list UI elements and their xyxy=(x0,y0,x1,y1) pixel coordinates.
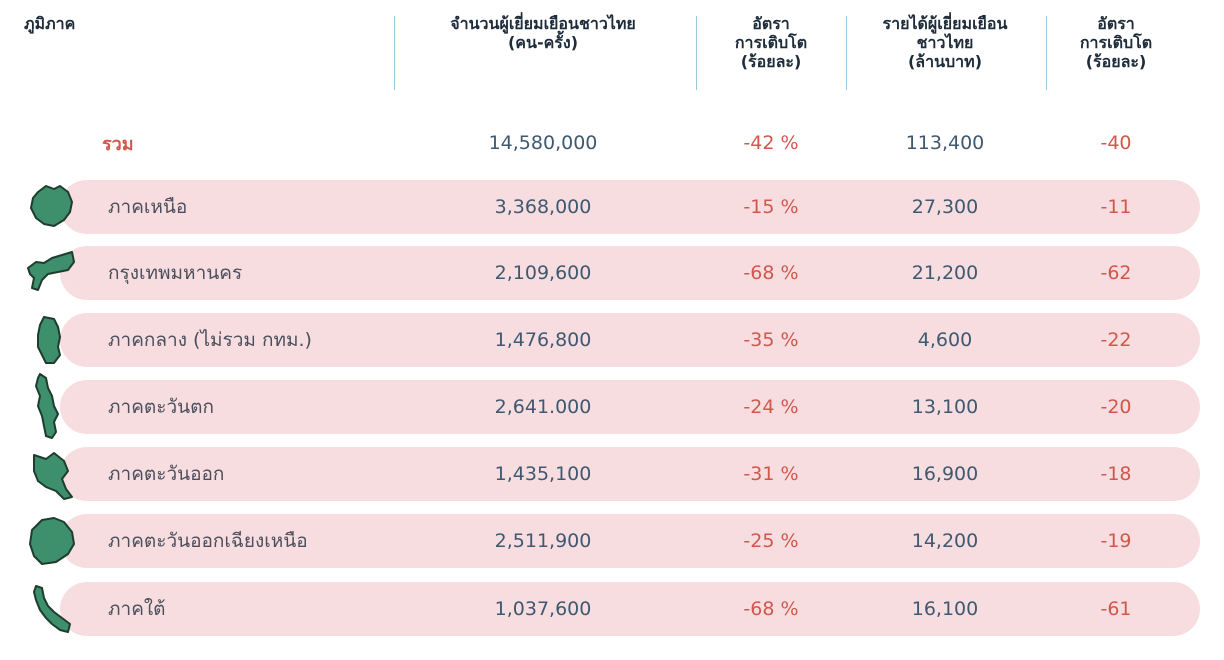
east-region-map-icon xyxy=(24,447,78,501)
column-divider xyxy=(1046,16,1047,90)
region-visitor-growth: -15 % xyxy=(743,196,799,218)
region-visitors: 1,037,600 xyxy=(494,598,592,620)
revenue-growth-column-header: อัตรา การเติบโต (ร้อยละ) xyxy=(1079,14,1153,71)
column-divider xyxy=(394,16,395,90)
region-revenue: 27,300 xyxy=(911,196,979,218)
revenue-column-header: รายได้ผู้เยี่ยมเยือน ชาวไทย (ล้านบาท) xyxy=(882,14,1008,71)
total-label: รวม xyxy=(102,133,134,155)
region-revenue-growth: -11 xyxy=(1100,196,1132,218)
region-revenue: 16,100 xyxy=(911,598,979,620)
north-region-map-icon xyxy=(24,180,78,234)
table-row: ภาคใต้ 1,037,600 -68 % 16,100 -61 xyxy=(60,582,1200,636)
region-visitors: 2,109,600 xyxy=(494,262,592,284)
region-revenue: 16,900 xyxy=(911,463,979,485)
visitor-growth-column-header: อัตรา การเติบโต (ร้อยละ) xyxy=(734,14,808,71)
region-name: ภาคกลาง (ไม่รวม กทม.) xyxy=(108,329,312,351)
table-header: ภูมิภาค จำนวนผู้เยี่ยมเยือนชาวไทย (คน-คร… xyxy=(0,0,1224,100)
region-name: ภาคตะวันออกเฉียงเหนือ xyxy=(108,530,308,552)
region-visitor-growth: -35 % xyxy=(743,329,799,351)
bangkok-map-icon xyxy=(24,246,78,300)
region-visitor-growth: -68 % xyxy=(743,598,799,620)
column-divider xyxy=(846,16,847,90)
region-revenue: 4,600 xyxy=(917,329,973,351)
region-name: กรุงเทพมหานคร xyxy=(108,262,243,284)
region-visitor-growth: -25 % xyxy=(743,530,799,552)
central-region-map-icon xyxy=(24,313,78,367)
region-revenue-growth: -62 xyxy=(1100,262,1132,284)
table-row: ภาคเหนือ 3,368,000 -15 % 27,300 -11 xyxy=(60,180,1200,234)
region-column-header: ภูมิภาค xyxy=(24,14,76,33)
region-revenue: 14,200 xyxy=(911,530,979,552)
region-visitor-growth: -24 % xyxy=(743,396,799,418)
total-visitors: 14,580,000 xyxy=(488,132,598,154)
northeast-region-map-icon xyxy=(24,514,78,568)
region-name: ภาคใต้ xyxy=(108,598,166,620)
table-row: ภาคตะวันตก 2,641.000 -24 % 13,100 -20 xyxy=(60,380,1200,434)
region-revenue: 13,100 xyxy=(911,396,979,418)
table-row: ภาคตะวันออก 1,435,100 -31 % 16,900 -18 xyxy=(60,447,1200,501)
region-revenue-growth: -22 xyxy=(1100,329,1132,351)
south-region-map-icon xyxy=(24,582,78,636)
region-visitors: 3,368,000 xyxy=(494,196,592,218)
west-region-map-icon xyxy=(24,372,78,442)
table-row: กรุงเทพมหานคร 2,109,600 -68 % 21,200 -62 xyxy=(60,246,1200,300)
region-revenue-growth: -20 xyxy=(1100,396,1132,418)
region-revenue: 21,200 xyxy=(911,262,979,284)
region-visitors: 2,641.000 xyxy=(494,396,592,418)
region-visitor-growth: -68 % xyxy=(743,262,799,284)
total-row: รวม 14,580,000 -42 % 113,400 -40 xyxy=(0,120,1224,166)
total-visitor-growth: -42 % xyxy=(743,132,799,154)
table-row: ภาคกลาง (ไม่รวม กทม.) 1,476,800 -35 % 4,… xyxy=(60,313,1200,367)
region-revenue-growth: -61 xyxy=(1100,598,1132,620)
region-revenue-growth: -18 xyxy=(1100,463,1132,485)
visitors-column-header: จำนวนผู้เยี่ยมเยือนชาวไทย (คน-ครั้ง) xyxy=(450,14,636,52)
region-visitor-growth: -31 % xyxy=(743,463,799,485)
table-row: ภาคตะวันออกเฉียงเหนือ 2,511,900 -25 % 14… xyxy=(60,514,1200,568)
region-name: ภาคตะวันออก xyxy=(108,463,225,485)
column-divider xyxy=(696,16,697,90)
region-name: ภาคเหนือ xyxy=(108,196,188,218)
region-visitors: 2,511,900 xyxy=(494,530,592,552)
region-revenue-growth: -19 xyxy=(1100,530,1132,552)
region-visitors: 1,476,800 xyxy=(494,329,592,351)
total-revenue: 113,400 xyxy=(905,132,985,154)
region-visitors: 1,435,100 xyxy=(494,463,592,485)
total-revenue-growth: -40 xyxy=(1100,132,1132,154)
region-name: ภาคตะวันตก xyxy=(108,396,214,418)
